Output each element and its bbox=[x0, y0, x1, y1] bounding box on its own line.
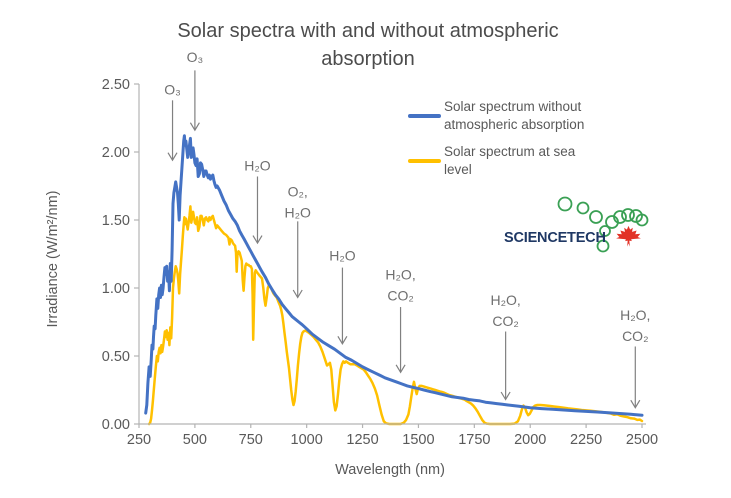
annotation-label: O₂, bbox=[288, 183, 308, 199]
legend-swatch-yellow bbox=[408, 159, 441, 163]
chart-title: Solar spectra with and without atmospher… bbox=[177, 20, 559, 70]
x-tick-label: 1250 bbox=[346, 432, 378, 448]
maple-leaf-icon bbox=[616, 225, 641, 247]
logo-bubbles-icon bbox=[557, 196, 649, 253]
x-tick-label: 250 bbox=[127, 432, 151, 448]
annotation-label: O₃ bbox=[164, 81, 181, 97]
series-line-without-absorption bbox=[144, 134, 644, 417]
annotation-label: H₂O bbox=[285, 204, 312, 220]
logo-wordmark: SCIENCETECH bbox=[504, 230, 606, 246]
legend-item-sea-level: Solar spectrum at sea level bbox=[408, 143, 606, 179]
annotation-arrow-head bbox=[395, 364, 406, 374]
x-tick-label: 1500 bbox=[402, 432, 434, 448]
legend-swatch-blue bbox=[408, 114, 441, 118]
x-tick-label: 1750 bbox=[458, 432, 490, 448]
annotation-label: H₂O, bbox=[620, 307, 650, 323]
legend: Solar spectrum without atmospheric absor… bbox=[408, 98, 606, 188]
x-tick-label: 2250 bbox=[570, 432, 602, 448]
y-axis-title: Irradiance (W/m²/nm) bbox=[45, 191, 61, 328]
annotation-label: H₂O, bbox=[490, 292, 520, 308]
legend-label: Solar spectrum at sea level bbox=[444, 144, 576, 177]
x-tick-label: 750 bbox=[239, 432, 263, 448]
x-tick-label: 1000 bbox=[291, 432, 323, 448]
y-tick-label: 0.50 bbox=[102, 349, 130, 365]
annotation-label: H₂O, bbox=[385, 266, 415, 282]
annotation-arrow-head bbox=[500, 391, 511, 401]
y-tick-label: 2.50 bbox=[102, 77, 130, 93]
y-tick-label: 2.00 bbox=[102, 145, 130, 161]
annotation-label: CO₂ bbox=[387, 287, 413, 303]
annotation-label: CO₂ bbox=[492, 313, 518, 329]
x-tick-label: 2000 bbox=[514, 432, 546, 448]
annotation-arrow-head bbox=[337, 335, 348, 345]
x-tick-label: 2500 bbox=[626, 432, 658, 448]
legend-label: Solar spectrum without atmospheric absor… bbox=[444, 99, 585, 132]
sciencetech-logo: SCIENCETECH bbox=[496, 189, 676, 259]
x-tick-label: 500 bbox=[183, 432, 207, 448]
annotation-arrow-head bbox=[292, 289, 303, 299]
y-tick-label: 0.00 bbox=[102, 417, 130, 433]
annotation-label: CO₂ bbox=[622, 328, 648, 344]
annotation-label: H₂O bbox=[244, 158, 271, 174]
annotation-arrow-head bbox=[167, 152, 178, 162]
annotation-arrow-head bbox=[189, 122, 200, 132]
x-axis-title: Wavelength (nm) bbox=[335, 462, 445, 478]
annotation-arrow-head bbox=[252, 235, 263, 245]
y-tick-label: 1.00 bbox=[102, 281, 130, 297]
series-line-sea-level bbox=[147, 205, 644, 426]
legend-item-without-absorption: Solar spectrum without atmospheric absor… bbox=[408, 98, 606, 134]
annotation-label: O₃ bbox=[187, 49, 204, 65]
y-tick-label: 1.50 bbox=[102, 213, 130, 229]
annotation-arrow-head bbox=[630, 399, 641, 409]
annotation-label: H₂O bbox=[329, 247, 356, 263]
